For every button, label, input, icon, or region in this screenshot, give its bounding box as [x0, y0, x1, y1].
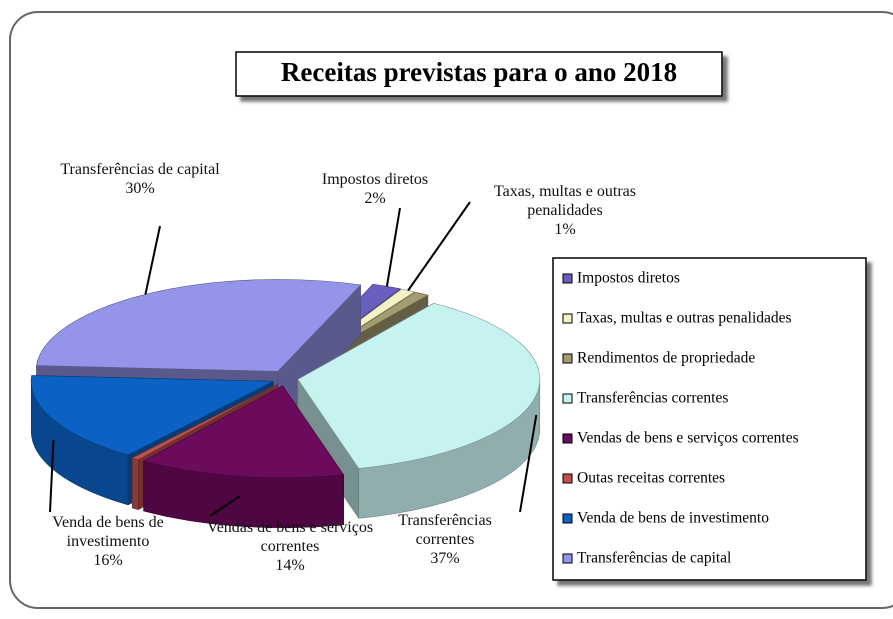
legend-label: Taxas, multas e outras penalidades	[577, 310, 792, 327]
slice	[131, 384, 278, 461]
legend-marker	[562, 553, 573, 564]
data-label: Taxas, multas e outras penalidades 1%	[480, 182, 650, 239]
legend-marker	[562, 273, 573, 284]
label-name: Transferências de capital	[60, 161, 220, 178]
legend-box	[552, 257, 867, 581]
legend-label: Venda de bens de investimento	[577, 510, 769, 527]
slice	[142, 385, 345, 479]
label-name: Taxas, multas e outras penalidades	[494, 183, 636, 219]
leader-line	[49, 439, 55, 513]
label-value: 14%	[275, 557, 305, 574]
chart-title: Receitas previstas para o ano 2018	[281, 57, 677, 87]
legend-label: Transferências de capital	[577, 550, 731, 567]
leader-line	[407, 201, 471, 292]
legend-label: Impostos diretos	[577, 270, 680, 287]
slice	[36, 279, 362, 372]
slice	[30, 375, 274, 456]
legend-marker	[562, 433, 573, 444]
data-label: Transferências correntes 37%	[385, 511, 505, 568]
label-value: 37%	[430, 550, 460, 567]
data-label: Vendas de bens e serviços correntes 14%	[205, 518, 375, 575]
data-label: Impostos diretos 2%	[295, 170, 455, 208]
data-label: Venda de bens de investimento 16%	[33, 513, 183, 570]
label-name: Transferências correntes	[398, 512, 492, 548]
data-label: Transferências de capital 30%	[45, 160, 235, 198]
label-name: Venda de bens de investimento	[52, 514, 164, 550]
label-value: 1%	[554, 221, 576, 238]
slice	[297, 302, 541, 469]
label-value: 2%	[364, 190, 386, 207]
label-name: Vendas de bens e serviços correntes	[206, 519, 374, 555]
legend-label: Vendas de bens e serviços correntes	[577, 430, 799, 447]
legend-marker	[562, 393, 573, 404]
label-name: Impostos diretos	[321, 171, 429, 188]
title-box	[235, 51, 723, 97]
label-value: 16%	[93, 552, 123, 569]
legend-marker	[562, 313, 573, 324]
legend-marker	[562, 513, 573, 524]
leader-line	[519, 414, 538, 513]
slice-wall	[131, 457, 139, 511]
leader-line	[144, 225, 161, 295]
label-value: 30%	[125, 180, 155, 197]
legend-label: Rendimentos de propriedade	[577, 350, 755, 367]
legend-marker	[562, 353, 573, 364]
legend-label: Outas receitas correntes	[577, 470, 725, 487]
legend-label: Transferências correntes	[577, 390, 728, 407]
leader-line	[385, 207, 401, 287]
legend-marker	[562, 473, 573, 484]
leader-line	[209, 495, 241, 517]
